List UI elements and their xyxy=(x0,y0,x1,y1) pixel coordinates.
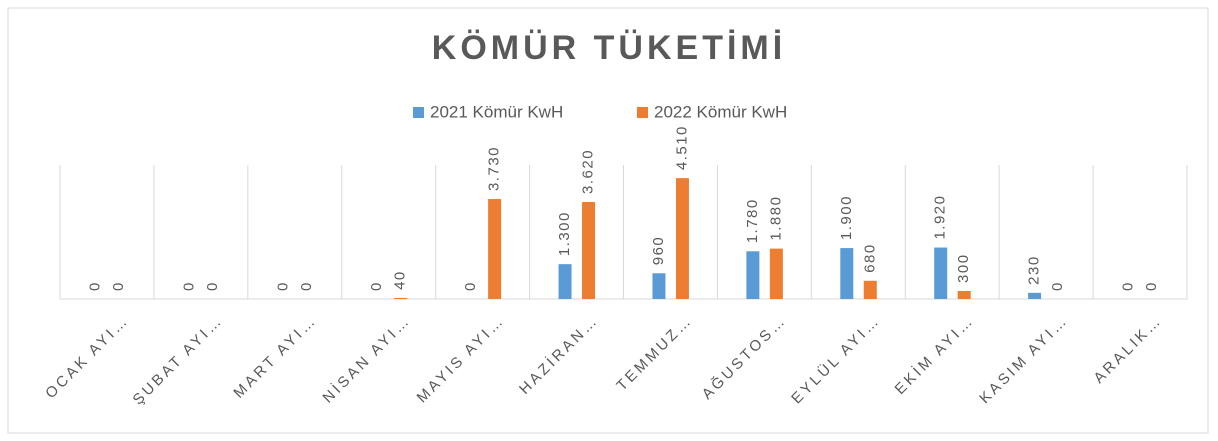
data-label: 230 xyxy=(1026,255,1043,285)
bar xyxy=(582,201,596,299)
data-label: 3.730 xyxy=(486,146,503,191)
legend-swatch xyxy=(413,107,424,118)
data-label: 0 xyxy=(86,281,103,291)
bar xyxy=(934,247,948,299)
legend-label: 2021 Kömür KwH xyxy=(430,102,563,121)
data-label: 4.510 xyxy=(673,125,690,170)
data-label: 0 xyxy=(298,281,315,291)
bar xyxy=(1028,292,1042,299)
bar xyxy=(957,290,971,299)
data-label: 300 xyxy=(955,253,972,283)
data-label: 1.880 xyxy=(767,196,784,241)
bar xyxy=(558,264,572,299)
data-label: 0 xyxy=(1120,281,1137,291)
bar xyxy=(675,178,689,299)
bar xyxy=(652,273,666,299)
data-label: 1.900 xyxy=(838,195,855,240)
bar xyxy=(488,199,502,299)
data-label: 3.620 xyxy=(580,149,597,194)
data-label: 40 xyxy=(392,270,409,290)
data-label: 0 xyxy=(180,281,197,291)
data-label: 0 xyxy=(204,281,221,291)
data-label: 1.780 xyxy=(744,198,761,243)
data-label: 960 xyxy=(650,236,667,266)
bar xyxy=(746,251,760,299)
data-label: 1.920 xyxy=(932,194,949,239)
bar xyxy=(863,280,877,299)
chart-title: KÖMÜR TÜKETİMİ xyxy=(432,29,786,67)
data-label: 0 xyxy=(1049,281,1066,291)
chart-frame xyxy=(7,7,1209,434)
data-label: 0 xyxy=(1143,281,1160,291)
data-label: 0 xyxy=(110,281,127,291)
bar xyxy=(840,248,854,299)
bar xyxy=(394,297,408,299)
data-label: 0 xyxy=(274,281,291,291)
data-label: 1.300 xyxy=(556,211,573,256)
bar xyxy=(769,248,783,299)
legend-swatch xyxy=(637,107,648,118)
legend-label: 2022 Kömür KwH xyxy=(654,102,787,121)
data-label: 0 xyxy=(368,281,385,291)
data-label: 680 xyxy=(861,243,878,273)
data-label: 0 xyxy=(462,281,479,291)
